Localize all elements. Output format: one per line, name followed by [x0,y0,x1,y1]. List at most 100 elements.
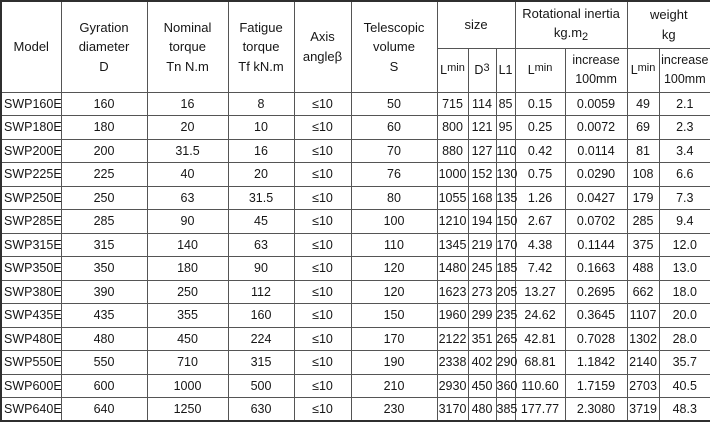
header-line: Rotational inertia [522,5,620,21]
table-cell: 0.0059 [564,91,628,116]
table-cell: 121 [467,115,497,140]
table-cell: 50 [350,91,438,116]
model-cell: SWP350E [0,256,62,281]
table-cell: 299 [467,303,497,328]
header-rotational-inertia-group: Rotational inertia kg.m2 [514,0,628,49]
table-cell: 120 [350,256,438,281]
table-cell: 315 [60,232,148,257]
header-fatigue-torque: Fatigue torque Tf kN.m [227,0,295,93]
table-cell: 24.62 [514,303,566,328]
table-row: SWP380E 390 250 112 ≤10 120 1623 273 205 13.27 0.2… [0,279,710,304]
table-cell: 0.0072 [564,115,628,140]
header-model: Model [0,0,62,93]
table-cell: 250 [146,279,229,304]
table-row: SWP315E 315 140 63 ≤10 110 1345 219 170 4.38 0.114… [0,232,710,257]
table-cell: 0.0427 [564,185,628,210]
model-cell: SWP180E [0,115,62,140]
table-cell: ≤10 [293,91,352,116]
table-cell: 0.0114 [564,138,628,163]
table-row: SWP350E 350 180 90 ≤10 120 1480 245 185 7.42 0.166… [0,256,710,281]
header-gyration-diameter: Gyration diameter D [60,0,148,93]
table-row: SWP180E 180 20 10 ≤10 60 800 121 95 0.25 0.0072 69 2… [0,115,710,140]
table-cell: 2140 [626,350,660,375]
header-line: increase [661,53,709,68]
table-cell: 150 [495,209,517,234]
lmin-base: L [630,62,638,77]
table-cell: 140 [146,232,229,257]
table-cell: ≤10 [293,232,352,257]
table-cell: 0.15 [514,91,566,116]
table-cell: 1210 [436,209,469,234]
model-cell: SWP600E [0,373,62,398]
table-cell: 90 [227,256,295,281]
table-cell: 8 [227,91,295,116]
lmin-base: L [440,62,448,77]
table-cell: 235 [495,303,517,328]
table-cell: 160 [227,303,295,328]
lmin-superscript: min [637,61,656,74]
header-line: Tf kN.m [238,58,284,74]
header-line: angleβ [302,48,343,64]
header-size-group: size [436,0,516,49]
table-cell: 662 [626,279,660,304]
table-row: SWP550E 550 710 315 ≤10 190 2338 402 290 68.81 1.1… [0,350,710,375]
table-cell: 13.27 [514,279,566,304]
header-line: 100mm [663,72,706,86]
table-cell: 0.0702 [564,209,628,234]
table-cell: 63 [146,185,229,210]
table-row: SWP285E 285 90 45 ≤10 100 1210 194 150 2.67 0.0702… [0,209,710,234]
table-cell: 600 [60,373,148,398]
table-cell: 95 [495,115,516,140]
table-cell: ≤10 [293,185,352,210]
table-cell: ≤10 [293,279,352,304]
table-row: SWP600E 600 1000 500 ≤10 210 2930 450 360 110.60 1… [0,373,710,398]
table-cell: 7.42 [514,256,566,281]
table-cell: 230 [350,397,438,422]
table-cell: 480 [467,397,497,422]
table-cell: 100 [350,209,438,234]
table-cell: 90 [146,209,229,234]
header-line: increase [572,53,620,68]
header-line: torque [169,39,206,54]
table-cell: 135 [495,185,517,210]
table-cell: 112 [227,279,295,304]
table-cell: 110 [495,138,516,163]
header-inertia-increase: increase 100mm [564,47,628,93]
table-cell: ≤10 [293,138,352,163]
d3-superscript: 3 [483,61,490,74]
table-cell: 265 [495,326,517,351]
table-cell: 0.75 [514,162,566,187]
table-cell: 48.3 [658,397,710,422]
table-row: SWP160E 160 16 8 ≤10 50 715 114 85 0.15 0.0059 49 2.… [0,91,710,116]
table-cell: 120 [350,279,438,304]
table-cell: 1000 [146,373,229,398]
table-cell: ≤10 [293,115,352,140]
model-cell: SWP200E [0,138,62,163]
table-cell: 0.1663 [564,256,628,281]
table-cell: 224 [227,326,295,351]
table-cell: 480 [60,326,148,351]
table-cell: 9.4 [658,209,710,234]
table-cell: 76 [350,162,438,187]
table-cell: 450 [146,326,229,351]
table-cell: 385 [495,397,517,422]
table-cell: 285 [60,209,148,234]
table-cell: 130 [495,162,517,187]
d3-base: D [474,62,484,77]
table-cell: ≤10 [293,326,352,351]
table-row: SWP480E 480 450 224 ≤10 170 2122 351 265 42.81 0.7… [0,326,710,351]
table-cell: 402 [467,350,497,375]
table-cell: 185 [495,256,517,281]
header-nominal-torque: Nominal torque Tn N.m [146,0,229,93]
model-cell: SWP480E [0,326,62,351]
table-cell: 1.26 [514,185,566,210]
model-cell: SWP380E [0,279,62,304]
table-cell: ≤10 [293,303,352,328]
table-row: SWP225E 225 40 20 ≤10 76 1000 152 130 0.75 0.0290 1… [0,162,710,187]
header-size-d3: D3 [467,47,497,93]
table-cell: 2930 [436,373,469,398]
table-cell: 225 [60,162,148,187]
table-cell: 0.42 [514,138,566,163]
table-cell: 180 [146,256,229,281]
